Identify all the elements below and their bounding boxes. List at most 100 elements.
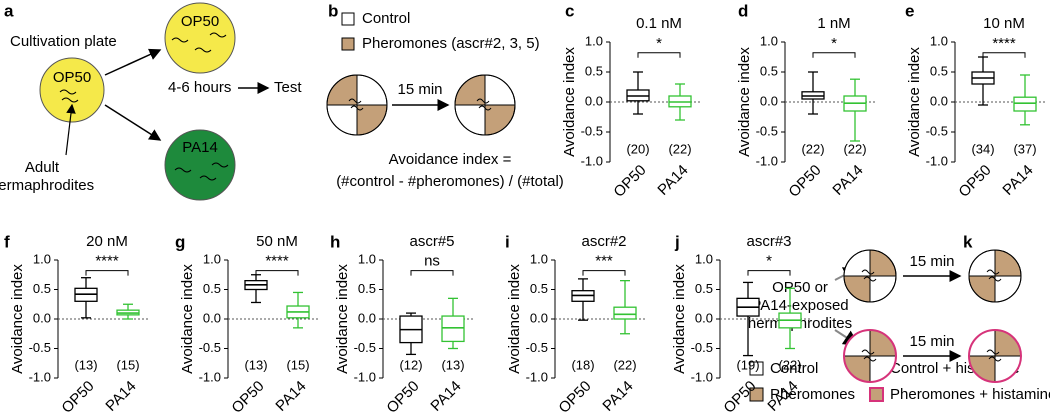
y-tick-label: -1.0 [756, 153, 778, 168]
y-tick-label: 1.0 [203, 251, 221, 266]
y-tick-label: 0.5 [358, 281, 376, 296]
y-tick-label: -0.5 [756, 123, 778, 138]
legend-label: Pheromones [770, 386, 855, 403]
y-tick-label: 0.0 [203, 310, 221, 325]
y-tick-label: -1.0 [581, 153, 603, 168]
x-tick-label: PA14 [654, 162, 691, 199]
label: 4-6 hours [168, 79, 231, 96]
x-tick-label: OP50 [955, 162, 994, 201]
legend-swatch [341, 37, 355, 51]
legend-swatch [749, 387, 764, 402]
y-tick-label: 0.0 [358, 310, 376, 325]
y-tick-label: 0.0 [585, 93, 603, 108]
y-tick-label: -0.5 [926, 123, 948, 138]
box [441, 315, 465, 343]
n-label: (13) [74, 357, 97, 372]
dish [843, 329, 897, 383]
n-label: (22) [778, 357, 801, 372]
legend-label: Pheromones + histamine [890, 386, 1050, 403]
y-tick-label: -1.0 [29, 369, 51, 384]
significance-bracket [85, 270, 129, 276]
x-tick-label: OP50 [58, 378, 97, 412]
y-tick-label: 1.0 [695, 251, 713, 266]
label: Adult [25, 159, 60, 176]
y-tick-label: 0.5 [760, 63, 778, 78]
panel-letter: k [963, 232, 973, 251]
plate [39, 57, 105, 123]
n-label: (34) [971, 141, 994, 156]
significance: *** [595, 253, 613, 270]
panel-letter: d [738, 1, 748, 20]
x-tick-label: OP50 [610, 162, 649, 201]
x-tick-label: OP50 [785, 162, 824, 201]
n-label: (15) [116, 357, 139, 372]
y-axis-label: Avoidance index [671, 264, 688, 374]
panel-letter: b [328, 1, 338, 20]
n-label: (18) [571, 357, 594, 372]
y-tick-label: 0.0 [760, 93, 778, 108]
worms [986, 269, 1002, 282]
legend-label: Control [770, 360, 818, 377]
y-tick-label: 0.5 [203, 281, 221, 296]
plate [164, 129, 236, 201]
label: 15 min [909, 333, 954, 350]
label: 15 min [909, 253, 954, 270]
significance: **** [992, 35, 1016, 52]
label: OP50 [181, 13, 219, 30]
y-axis-label: Avoidance index [334, 264, 351, 374]
worms [476, 98, 492, 111]
significance-bracket [812, 52, 856, 58]
label: PA14 [182, 139, 218, 156]
y-tick-label: 1.0 [33, 251, 51, 266]
y-tick-label: 0.5 [530, 281, 548, 296]
dish [968, 329, 1022, 383]
chart-title: ascr#5 [409, 233, 454, 250]
label: 15 min [397, 81, 442, 98]
significance-bracket [982, 52, 1026, 58]
panel-letter: f [4, 232, 10, 251]
x-tick-label: OP50 [383, 378, 422, 412]
y-tick-label: 1.0 [530, 251, 548, 266]
panel-letter: i [505, 232, 510, 251]
worms [986, 349, 1002, 362]
significance-bracket [255, 270, 299, 276]
x-tick-label: PA14 [599, 378, 636, 412]
worms [348, 98, 364, 111]
y-axis-label: Avoidance index [179, 264, 196, 374]
n-label: (19) [736, 357, 759, 372]
worms [861, 269, 877, 282]
legend-label: Control [362, 10, 410, 27]
legend-swatch [749, 361, 764, 376]
label: Cultivation plate [10, 33, 117, 50]
y-tick-label: -0.5 [199, 340, 221, 355]
arrow [104, 48, 162, 76]
formula: Avoidance index = [389, 151, 512, 168]
x-tick-label: OP50 [228, 378, 267, 412]
box [1013, 96, 1037, 112]
label: OP50 [53, 69, 91, 86]
worms [59, 32, 229, 181]
plate [164, 2, 236, 74]
y-tick-label: 0.0 [33, 310, 51, 325]
arrow [104, 104, 162, 141]
y-tick-label: -1.0 [526, 369, 548, 384]
panel-letter: h [330, 232, 340, 251]
x-tick-label: PA14 [999, 162, 1036, 199]
label: hermaphrodites [0, 177, 94, 194]
significance: * [656, 35, 662, 52]
y-tick-label: -1.0 [691, 369, 713, 384]
y-axis-label: Avoidance index [506, 264, 523, 374]
dish [454, 74, 516, 136]
y-tick-label: 1.0 [760, 33, 778, 48]
legend-label: Pheromones (ascr#2, 3, 5) [362, 35, 540, 52]
y-tick-label: 0.0 [930, 93, 948, 108]
y-tick-label: -0.5 [691, 340, 713, 355]
y-tick-label: 1.0 [358, 251, 376, 266]
n-label: (22) [843, 141, 866, 156]
significance-bracket [637, 52, 681, 58]
x-tick-label: OP50 [720, 378, 759, 412]
y-tick-label: 0.5 [930, 63, 948, 78]
significance-bracket [410, 270, 454, 276]
y-axis-label: Avoidance index [561, 47, 578, 157]
n-label: (22) [801, 141, 824, 156]
